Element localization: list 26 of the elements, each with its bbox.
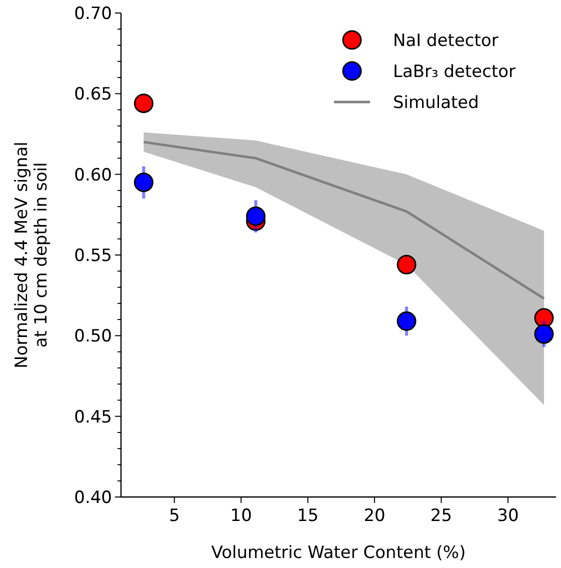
- point: [534, 324, 554, 344]
- y-tick-label: 0.45: [74, 407, 112, 428]
- point: [246, 206, 266, 226]
- x-tick-label: 30: [497, 506, 519, 526]
- y-tick-label: 0.60: [74, 165, 112, 186]
- point: [134, 94, 154, 114]
- line-series: [142, 140, 546, 300]
- y-axis-title: Normalized 4.4 MeV signal at 10 cm depth in soil: [12, 142, 52, 368]
- y-tick-label: 0.65: [74, 84, 112, 105]
- x-tick-label: 10: [230, 506, 252, 526]
- x-tick-label: 15: [296, 506, 319, 526]
- legend-label: Simulated: [393, 92, 479, 113]
- point: [134, 172, 154, 192]
- x-tick-label: 20: [364, 506, 386, 526]
- y-tick-label: 0.70: [74, 4, 112, 24]
- point: [396, 311, 416, 331]
- point: [534, 308, 554, 328]
- x-tick-label: 25: [430, 506, 452, 526]
- legend-label: LaBr₃ detector: [393, 62, 516, 82]
- x-axis-title: Volumetric Water Content (%): [211, 543, 466, 563]
- point: [396, 254, 416, 274]
- x-tick-label: 5: [168, 506, 180, 526]
- y-tick-label: 0.40: [74, 488, 112, 508]
- legend-label: NaI detector: [393, 30, 498, 51]
- y-tick-label: 0.55: [74, 246, 112, 266]
- y-tick-label: 0.50: [74, 326, 112, 347]
